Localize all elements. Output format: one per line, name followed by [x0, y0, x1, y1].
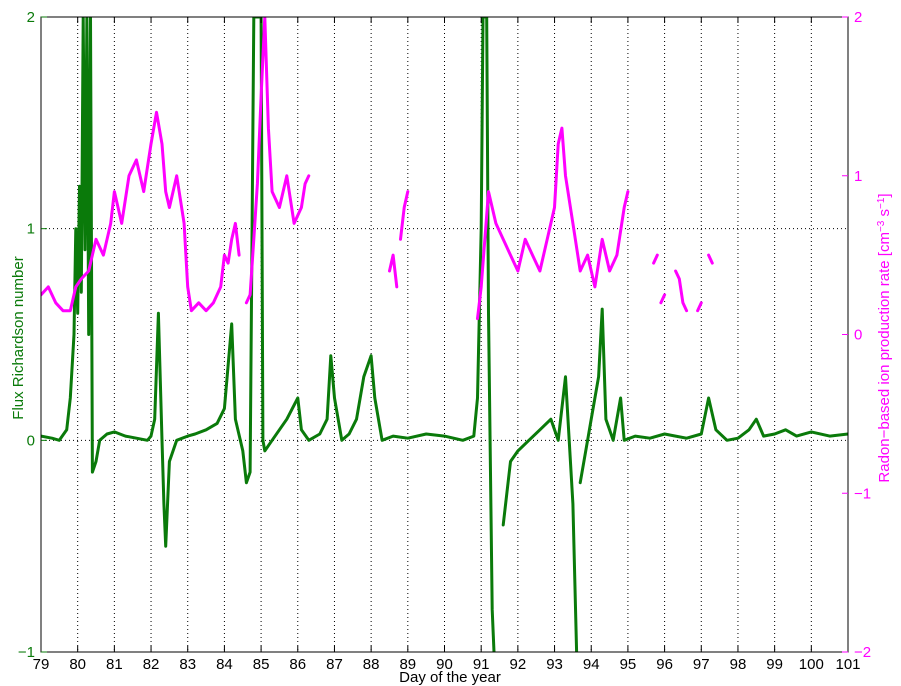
- x-tick-label-94: 94: [583, 656, 600, 673]
- radon-ion-segment-0: [41, 110, 241, 313]
- radon-ion-segment-6: [659, 293, 667, 305]
- flux-richardson-segment-0: [41, 17, 496, 652]
- radon-ion-segment-2: [388, 253, 399, 289]
- x-tick-label-92: 92: [510, 656, 527, 673]
- x-tick-label-101: 101: [835, 656, 860, 673]
- right-axis-title-close: ]: [876, 193, 893, 197]
- left-axis-ticks: −1 0 1 2: [18, 9, 47, 661]
- x-tick-label-96: 96: [656, 656, 673, 673]
- right-axis-title-exp1: −3: [876, 220, 887, 232]
- x-tick-label-88: 88: [363, 656, 380, 673]
- radon-ion-segment-3: [399, 190, 410, 241]
- radon-ion-segment-1: [244, 17, 311, 305]
- x-tick-label-82: 82: [143, 656, 160, 673]
- right-tick-label-0: 0: [854, 327, 862, 344]
- x-tick-label-79: 79: [33, 656, 50, 673]
- x-tick-label-98: 98: [730, 656, 747, 673]
- x-tick-label-86: 86: [289, 656, 306, 673]
- radon-ion-segment-5: [652, 253, 659, 265]
- x-tick-label-90: 90: [436, 656, 453, 673]
- series-radon-ion-production: [41, 17, 714, 321]
- x-tick-label-97: 97: [693, 656, 710, 673]
- left-tick-label--1: −1: [18, 644, 35, 661]
- flux-richardson-segment-2: [578, 307, 848, 485]
- x-tick-label-80: 80: [69, 656, 86, 673]
- series-flux-richardson: [41, 17, 848, 652]
- x-tick-label-95: 95: [620, 656, 637, 673]
- x-tick-label-85: 85: [253, 656, 270, 673]
- x-tick-label-83: 83: [179, 656, 196, 673]
- right-axis-ticks: −2 −1 0 1 2: [842, 9, 871, 661]
- radon-ion-segment-9: [707, 253, 714, 265]
- right-axis-title-main: Radon−based ion production rate [cm: [876, 232, 893, 483]
- right-tick-label--2: −2: [854, 644, 871, 661]
- x-tick-label-87: 87: [326, 656, 343, 673]
- plot-frame: [40, 16, 849, 653]
- x-tick-label-89: 89: [399, 656, 416, 673]
- x-tick-label-93: 93: [546, 656, 563, 673]
- right-tick-label-1: 1: [854, 168, 862, 185]
- radon-ion-segment-8: [696, 301, 703, 313]
- x-tick-label-91: 91: [473, 656, 490, 673]
- left-tick-label-1: 1: [27, 221, 35, 238]
- right-axis-title: Radon−based ion production rate [cm−3 s−…: [876, 193, 894, 482]
- right-tick-label--1: −1: [854, 485, 871, 502]
- x-axis-ticks: 79 80 81 82 83 84 85 86 87 88 89 90 91 92 93 94 95 96 97 98…: [33, 17, 861, 673]
- x-tick-label-81: 81: [106, 656, 123, 673]
- right-axis-title-exp2: −1: [876, 197, 887, 209]
- flux-richardson-segment-1: [501, 375, 579, 652]
- right-axis-title-unit: s: [876, 209, 893, 221]
- x-tick-label-99: 99: [766, 656, 783, 673]
- left-tick-label-2: 2: [27, 9, 35, 26]
- x-axis-title: Day of the year: [399, 669, 501, 686]
- x-tick-label-84: 84: [216, 656, 233, 673]
- radon-ion-segment-7: [674, 269, 689, 313]
- left-tick-label-0: 0: [27, 432, 35, 449]
- left-axis-title: Flux Richardson number: [10, 256, 27, 419]
- grid: [41, 17, 848, 652]
- right-tick-label-2: 2: [854, 9, 862, 26]
- x-tick-label-100: 100: [799, 656, 824, 673]
- radon-ion-segment-4: [476, 126, 630, 321]
